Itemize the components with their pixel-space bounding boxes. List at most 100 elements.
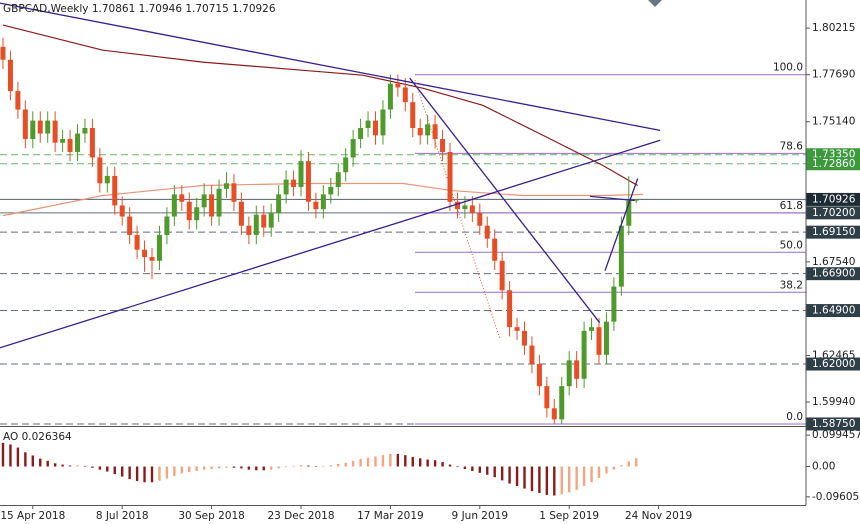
ao-bar xyxy=(314,466,318,467)
candle-body xyxy=(104,175,110,184)
candle-body xyxy=(67,139,73,152)
trendline xyxy=(604,178,639,271)
ao-bar xyxy=(396,453,400,467)
level-label: 1.62000 xyxy=(812,358,855,370)
candle-body xyxy=(298,161,304,187)
ao-bar xyxy=(486,466,489,475)
ao-bar xyxy=(173,466,176,476)
x-tick-label: 8 Jul 2018 xyxy=(96,510,149,522)
candle-body xyxy=(127,216,133,235)
trendline xyxy=(414,80,501,339)
ao-bar xyxy=(255,466,258,471)
ao-bar xyxy=(284,466,288,468)
ao-bar xyxy=(188,466,191,473)
candle-body xyxy=(589,327,595,331)
candle-body xyxy=(618,225,624,287)
candle-body xyxy=(224,183,229,189)
ao-bar xyxy=(635,458,638,467)
candle-body xyxy=(596,327,602,355)
ao-bar xyxy=(83,465,87,467)
candle-body xyxy=(52,120,58,143)
ao-bar xyxy=(419,458,422,467)
candle-body xyxy=(581,330,587,379)
shift-marker[interactable] xyxy=(648,0,662,7)
ao-bar xyxy=(471,466,474,471)
candle-body xyxy=(156,234,162,261)
ao-bar xyxy=(16,447,20,467)
candle-body xyxy=(149,257,155,261)
candle-body xyxy=(447,151,453,202)
ao-bar xyxy=(46,460,49,467)
x-tick-label: 9 Jun 2019 xyxy=(452,510,508,522)
candle-body xyxy=(373,120,378,136)
price-panel: 100.0 78.6 61.8 50.0 38.2 0.0 xyxy=(0,2,806,425)
ao-bar xyxy=(39,458,42,467)
fib-label: 100.0 xyxy=(773,62,803,74)
ao-bar xyxy=(329,465,332,467)
candle-body xyxy=(313,201,319,210)
candle-body xyxy=(507,290,513,328)
level-box xyxy=(806,225,860,239)
fib-label: 38.2 xyxy=(780,279,803,291)
ao-bar xyxy=(627,461,630,467)
candle-body xyxy=(253,214,259,235)
candle-body xyxy=(112,175,118,206)
x-tick-label: 23 Dec 2018 xyxy=(267,510,334,522)
ao-bar xyxy=(1,442,5,467)
ao-bar xyxy=(389,453,392,467)
fib-label: 0.0 xyxy=(786,411,803,423)
candle-body xyxy=(45,120,51,134)
level-label: 1.69150 xyxy=(812,226,855,238)
x-tick-label: 1 Sep 2019 xyxy=(539,510,599,522)
ao-bar xyxy=(158,466,161,481)
ao-bar xyxy=(515,466,519,487)
candle-body xyxy=(238,201,244,226)
candle-body xyxy=(268,212,274,228)
candle-body xyxy=(15,91,21,110)
fib-label: 78.6 xyxy=(780,140,804,152)
ao-bar xyxy=(426,459,429,467)
ao-bar xyxy=(61,464,64,467)
candle-body xyxy=(559,386,565,420)
candle-body xyxy=(350,139,356,158)
candle-body xyxy=(75,133,80,152)
candle-body xyxy=(477,212,483,226)
ao-bar xyxy=(381,455,385,467)
candle-body xyxy=(365,120,371,128)
fib-label: 61.8 xyxy=(780,200,803,212)
y-tick-label: 1.75140 xyxy=(812,116,855,128)
ao-bar xyxy=(463,466,467,470)
ao-bar xyxy=(210,466,213,470)
candle-body xyxy=(566,360,572,387)
ao-bar xyxy=(106,466,109,472)
candle-body xyxy=(164,216,170,235)
ao-bar xyxy=(121,466,124,477)
ao-bar xyxy=(91,466,94,468)
candle-body xyxy=(380,109,386,136)
trendline xyxy=(0,139,661,349)
candle-body xyxy=(544,386,550,409)
ao-bar xyxy=(68,465,72,467)
y-tick-label: 1.80215 xyxy=(812,22,855,34)
candle-body xyxy=(387,83,393,110)
ao-title: AO 0.026364 xyxy=(3,431,72,443)
level-label: 1.70926 xyxy=(812,193,856,205)
ao-bar xyxy=(456,466,459,468)
ao-bar xyxy=(165,466,169,479)
ao-bar xyxy=(76,465,79,467)
y-tick-label: 1.77690 xyxy=(812,69,855,81)
ao-bar xyxy=(31,455,34,467)
candle-body xyxy=(216,188,222,217)
ao-bar xyxy=(500,466,504,481)
ao-bar xyxy=(374,456,377,467)
moving-average xyxy=(2,182,644,217)
candle-body xyxy=(574,360,580,379)
candle-body xyxy=(358,127,364,140)
axes: 1.802151.776901.751401.675401.624651.599… xyxy=(0,22,860,522)
ao-bar xyxy=(232,466,236,468)
candle-body xyxy=(89,127,95,158)
candle-body xyxy=(171,194,177,217)
ao-bar xyxy=(277,466,280,469)
candle-body xyxy=(30,120,36,140)
candle-body xyxy=(335,172,341,187)
